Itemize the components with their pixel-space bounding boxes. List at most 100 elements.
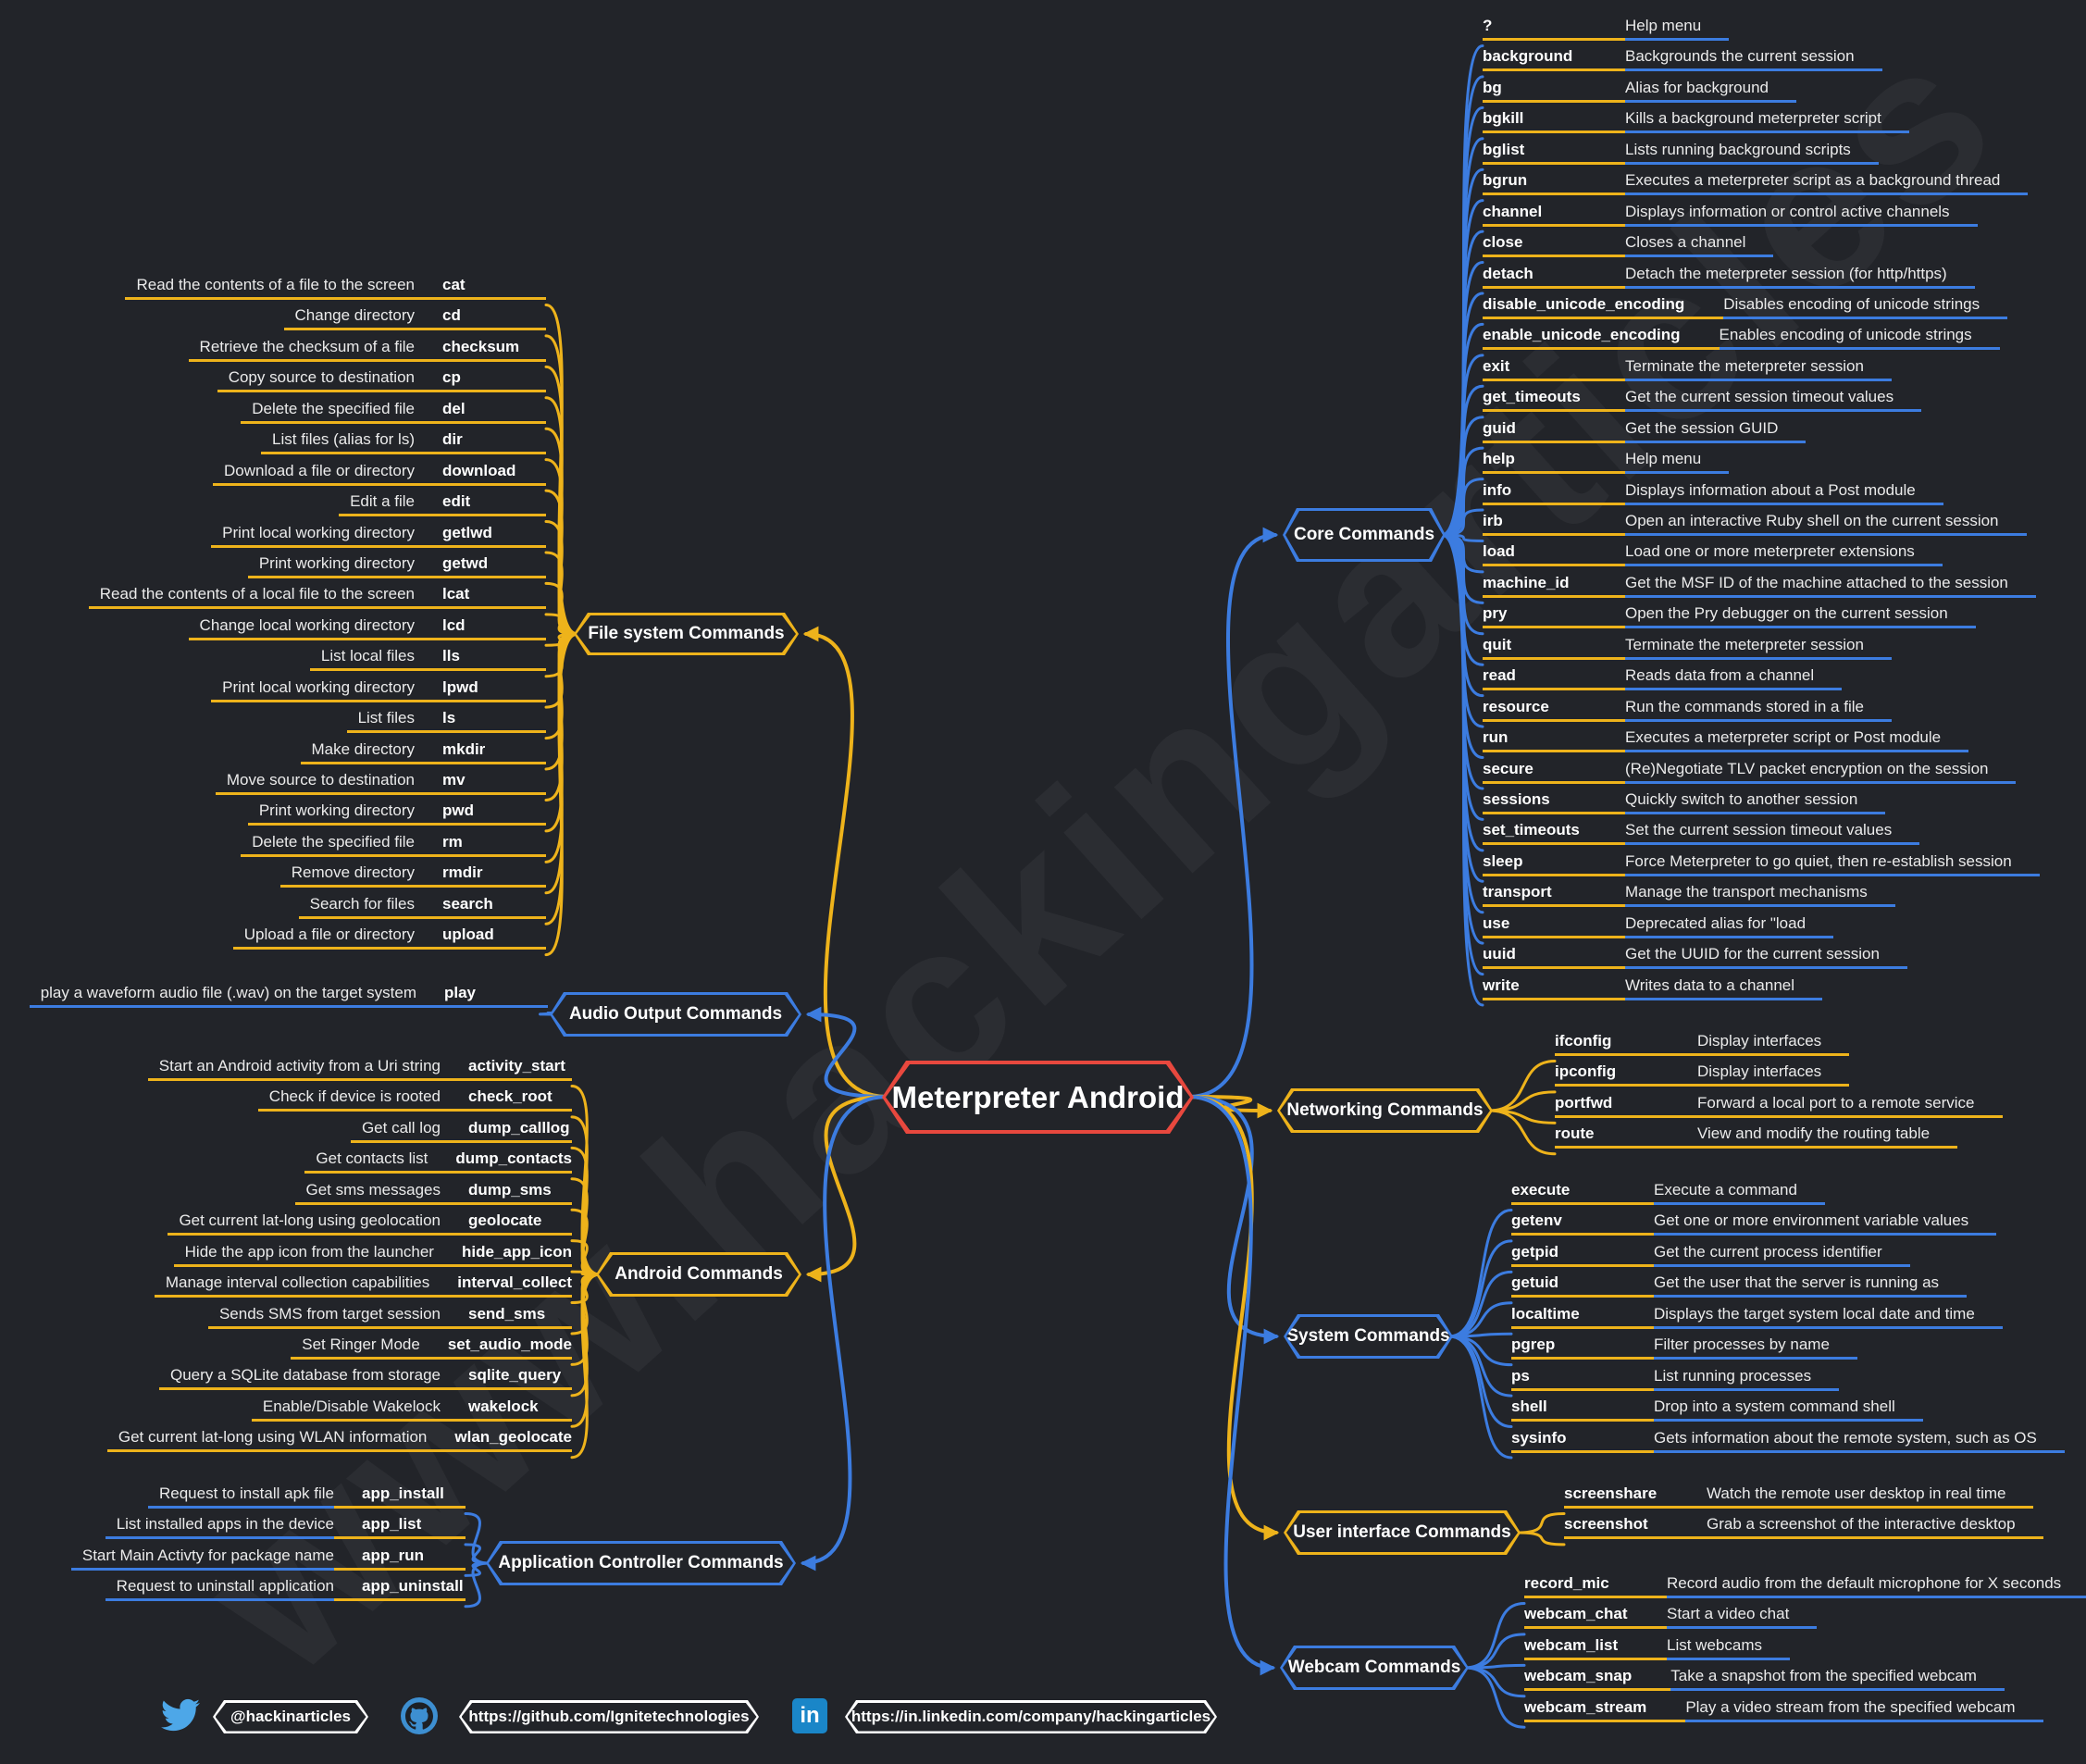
command-name: lls [415,647,546,672]
command-name: write [1483,976,1625,1000]
command-description: Set the current session timeout values [1625,821,1920,846]
command-name: dump_calllog [441,1119,572,1143]
command-row: execute Execute a command [1511,1181,2065,1211]
rows-system-commands: execute Execute a command getenv Get one or… [1511,1181,2065,1460]
command-name: cat [415,276,546,300]
command-description: Executes a meterpreter script or Post mo… [1625,728,1969,753]
command-description: Manage the transport mechanisms [1625,883,1895,908]
command-name: use [1483,914,1625,938]
command-description: Watch the remote user desktop in real ti… [1707,1484,2034,1509]
command-row: bgkill Kills a background meterpreter scr… [1483,109,2040,140]
command-name: getpid [1511,1243,1654,1267]
command-description: Print local working directory [211,678,415,702]
command-description: Filter processes by name [1654,1335,1857,1360]
command-name: uuid [1483,945,1625,970]
command-description: List files (alias for ls) [261,430,415,455]
command-description: Check if device is rooted [257,1087,441,1112]
command-name: pry [1483,604,1625,629]
command-name: lcd [415,616,546,640]
command-row: load Load one or more meterpreter extensi… [1483,542,2040,573]
command-name: guid [1483,419,1625,443]
command-row: Read the contents of a local file to the… [88,585,546,615]
command-name: del [415,400,546,424]
command-row: Manage interval collection capabilities i… [154,1273,572,1304]
github-icon[interactable] [400,1696,439,1735]
command-name: mv [415,771,546,795]
command-name: cp [415,368,546,393]
twitter-handle: @hackinarticles [230,1708,351,1725]
command-row: Print local working directory lpwd [211,678,546,709]
command-row: Get contacts list dump_contacts [304,1149,572,1180]
central-title: Meterpreter Android [891,1079,1185,1114]
rows-networking-commands: ifconfig Display interfaces ipconfig Displa… [1555,1032,2003,1156]
command-name: app_install [334,1484,466,1509]
command-description: Retrieve the checksum of a file [188,338,415,362]
command-description: Gets information about the remote system… [1654,1429,2065,1453]
command-row: localtime Displays the target system loca… [1511,1305,2065,1335]
command-name: pgrep [1511,1335,1654,1360]
command-description: Get the session GUID [1625,419,1807,443]
command-description: Manage interval collection capabilities [154,1273,430,1298]
command-row: Get call log dump_calllog [350,1119,572,1149]
command-name: wakelock [441,1398,572,1422]
command-name: sessions [1483,790,1625,814]
command-name: getwd [415,554,546,578]
command-description: Delete the specified file [241,833,415,857]
command-description: Run the commands stored in a file [1625,698,1892,722]
twitter-handle-box[interactable]: @hackinarticles [213,1700,368,1733]
command-description: Start a video chat [1667,1605,1818,1630]
command-name: dir [415,430,546,455]
command-row: Change directory cd [283,306,546,337]
command-name: bgrun [1483,171,1625,196]
command-name: irb [1483,512,1625,536]
command-description: Change directory [283,306,415,331]
command-description: Change local working directory [188,616,415,640]
command-description: Delete the specified file [241,400,415,424]
command-description: Sends SMS from target session [207,1305,441,1329]
command-row: Download a file or directory download [213,462,546,492]
command-name: execute [1511,1181,1654,1205]
command-name: localtime [1511,1305,1654,1329]
command-row: Hide the app icon from the launcher hide_… [173,1243,572,1273]
linkedin-url-box[interactable]: https://in.linkedin.com/company/hackinga… [845,1700,1217,1733]
command-description: Displays information or control active c… [1625,203,1978,227]
command-row: bgrun Executes a meterpreter script as a … [1483,171,2040,202]
command-description: Execute a command [1654,1181,1825,1205]
command-description: Enables encoding of unicode strings [1719,326,2000,351]
command-name: background [1483,47,1625,72]
command-row: sleep Force Meterpreter to go quiet, then… [1483,852,2040,883]
command-description: Help menu [1625,450,1730,475]
command-description: Get sms messages [294,1181,441,1205]
command-description: Drop into a system command shell [1654,1398,1923,1422]
command-row: Set Ringer Mode set_audio_mode [291,1335,572,1366]
command-row: Search for files search [298,895,546,925]
command-row: pry Open the Pry debugger on the current … [1483,604,2040,635]
command-row: disable_unicode_encoding Disables encodin… [1483,295,2040,326]
command-name: ? [1483,17,1625,41]
twitter-icon[interactable] [159,1696,202,1734]
command-name: upload [415,925,546,950]
node-label: User interface Commands [1293,1522,1511,1542]
command-description: Grab a screenshot of the interactive des… [1707,1515,2043,1540]
command-row: Start Main Activty for package name app_r… [70,1547,466,1577]
command-description: Print working directory [247,801,415,826]
command-name: lpwd [415,678,546,702]
command-name: record_mic [1524,1574,1667,1598]
node-label: File system Commands [588,624,785,643]
command-row: use Deprecated alias for "load [1483,914,2040,945]
command-description: Print local working directory [211,524,415,548]
command-description: Get one or more environment variable val… [1654,1211,1997,1236]
command-row: List files (alias for ls) dir [261,430,546,461]
command-row: Delete the specified file del [241,400,546,430]
github-url-box[interactable]: https://github.com/Ignitetechnologies [459,1700,759,1733]
command-name: geolocate [441,1211,572,1236]
command-row: Print working directory getwd [247,554,546,585]
command-row: Move source to destination mv [215,771,546,801]
command-name: search [415,895,546,919]
rows-application-controller-commands: Request to install apk file app_install Li… [70,1484,466,1609]
command-row: List local files lls [309,647,546,677]
command-description: Record audio from the default microphone… [1667,1574,2086,1598]
linkedin-icon[interactable]: in [791,1697,828,1734]
command-name: portfwd [1555,1094,1697,1118]
command-description: Displays the target system local date an… [1654,1305,2003,1329]
